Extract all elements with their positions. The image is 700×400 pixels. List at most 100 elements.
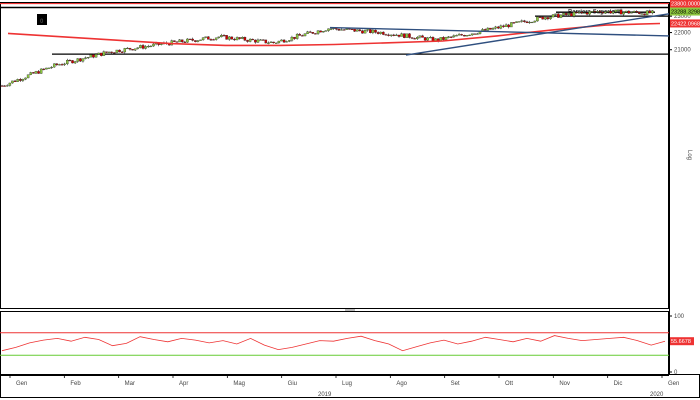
main-panel-frame	[0, 2, 669, 309]
candle-body	[337, 29, 341, 31]
candle-body	[39, 68, 43, 74]
candle-body	[387, 34, 390, 36]
candle-body	[94, 54, 98, 58]
candle-body	[591, 11, 594, 13]
ascending-trendline	[405, 13, 670, 56]
candle-body	[376, 32, 380, 34]
osc-tick-label: 0	[674, 370, 678, 376]
candle-body	[180, 39, 184, 43]
candle-body	[131, 49, 134, 51]
corner-label: 0	[40, 19, 44, 25]
x-tick-label: Nov	[559, 381, 570, 387]
candle-body	[470, 33, 474, 36]
candle-body	[128, 47, 132, 50]
oscillator-line	[1, 335, 666, 352]
candle-body	[361, 30, 364, 34]
candle-body	[606, 10, 610, 13]
candle-body	[502, 25, 505, 27]
panel-resize-handle	[345, 309, 355, 311]
candle-body	[382, 31, 385, 35]
candle-body	[497, 26, 500, 29]
candle-body	[50, 66, 53, 69]
y-tick-label: 23000	[674, 14, 691, 20]
candle-body	[235, 37, 239, 41]
candle-body	[55, 63, 59, 66]
candle-body	[186, 38, 189, 43]
candle-body	[423, 37, 427, 41]
candle-body	[530, 21, 534, 24]
candle-body	[107, 51, 111, 53]
candle-body	[429, 37, 432, 39]
candle-body	[564, 13, 568, 15]
candle-body	[269, 41, 273, 44]
candle-body	[379, 31, 382, 34]
candle-body	[476, 33, 479, 35]
candle-body	[421, 35, 424, 38]
candle-body	[324, 30, 328, 32]
candle-body	[528, 21, 531, 24]
candle-body	[288, 40, 291, 42]
candle-body	[442, 37, 445, 40]
candle-body	[635, 11, 638, 13]
candle-body	[340, 29, 343, 31]
candle-body	[303, 33, 307, 37]
year-label: 2019	[318, 392, 332, 398]
descending-trendline	[329, 26, 670, 37]
candle-body	[630, 12, 633, 14]
candle-body	[290, 36, 294, 41]
candle-body	[79, 58, 82, 62]
candle-body	[452, 35, 456, 38]
candle-body	[149, 45, 153, 47]
candle-body	[214, 37, 218, 40]
price-box	[670, 19, 700, 28]
candle-body	[21, 79, 25, 81]
candle-body	[392, 34, 396, 36]
candle-body	[544, 17, 547, 20]
candle-body	[71, 60, 74, 64]
candle-body	[311, 32, 315, 34]
candle-body	[491, 27, 495, 30]
x-tick-label: Ott	[505, 381, 513, 387]
candle-body	[551, 14, 555, 18]
osc-tick-label: 100	[674, 314, 685, 320]
candle-body	[489, 27, 492, 30]
candle-body	[549, 16, 552, 20]
candle-body	[465, 35, 469, 37]
candle-body	[515, 21, 518, 23]
candle-body	[275, 42, 278, 44]
candle-body	[118, 49, 121, 53]
candle-body	[601, 12, 604, 14]
candle-body	[625, 10, 628, 13]
scale-mode-label: Log	[686, 150, 692, 160]
candle-body	[24, 77, 27, 80]
candle-body	[593, 11, 597, 13]
x-tick-label: Giu	[288, 381, 297, 387]
x-tick-label: Dic	[614, 381, 623, 387]
candle-body	[76, 58, 79, 62]
candle-body	[293, 36, 296, 39]
candle-body	[136, 47, 140, 49]
candle-body	[596, 11, 599, 13]
candle-body	[640, 13, 644, 15]
candle-body	[222, 35, 226, 37]
candle-body	[152, 43, 155, 47]
candle-body	[68, 59, 72, 62]
candle-body	[353, 28, 356, 32]
candle-body	[494, 26, 497, 29]
candle-body	[251, 38, 254, 41]
candle-body	[389, 34, 393, 36]
candle-body	[345, 28, 349, 30]
candle-body	[0, 85, 4, 87]
candle-body	[395, 34, 398, 36]
candle-body	[444, 36, 448, 40]
candle-body	[638, 12, 641, 14]
candle-body	[29, 72, 32, 75]
oscillator-panel-frame	[0, 311, 669, 376]
candle-body	[26, 74, 30, 79]
candle-body	[220, 35, 223, 38]
candle-body	[366, 29, 369, 31]
candle-body	[536, 16, 539, 22]
y-tick-label: 22000	[674, 31, 691, 37]
candle-body	[520, 20, 524, 22]
